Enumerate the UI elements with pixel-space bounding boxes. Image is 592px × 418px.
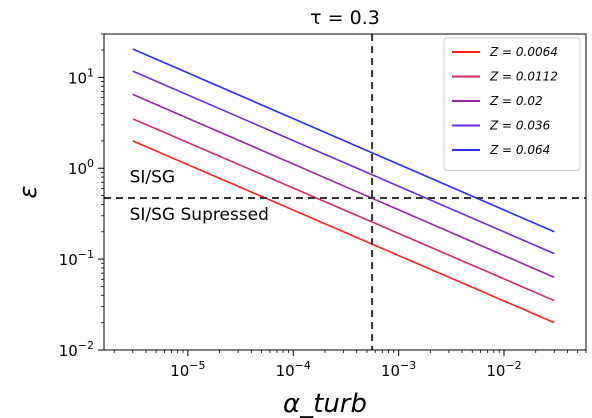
series-line-3 bbox=[132, 70, 555, 255]
chart-title: τ = 0.3 bbox=[310, 7, 380, 29]
x-tick-label: 10−2 bbox=[486, 359, 521, 380]
y-tick-exponent: 0 bbox=[87, 157, 94, 170]
legend-box bbox=[443, 37, 581, 171]
y-tick-exponent: 1 bbox=[87, 66, 94, 79]
reference-lines bbox=[104, 34, 586, 350]
x-tick-base: 10 bbox=[486, 362, 505, 380]
x-axis-label: α_turb bbox=[283, 389, 367, 418]
legend-label-4: Z = 0.064 bbox=[489, 143, 550, 157]
x-tick-label: 10−5 bbox=[170, 359, 205, 380]
axis-labels: α_turb ε bbox=[14, 185, 367, 418]
y-tick-base: 10 bbox=[68, 160, 87, 178]
x-tick-exponent: −4 bbox=[295, 359, 311, 372]
y-tick-base: 10 bbox=[68, 69, 87, 87]
series-line-2 bbox=[132, 93, 555, 279]
series-line-1 bbox=[132, 118, 555, 302]
x-tick-label: 10−4 bbox=[276, 359, 311, 380]
legend-label-3: Z = 0.036 bbox=[489, 119, 551, 133]
annotations: SI/SG SI/SG Supressed bbox=[130, 167, 269, 225]
y-tick-label: 101 bbox=[68, 66, 94, 87]
y-tick-label: 100 bbox=[68, 157, 94, 178]
y-tick-base: 10 bbox=[59, 342, 78, 360]
x-tick-base: 10 bbox=[170, 362, 189, 380]
legend-label-0: Z = 0.0064 bbox=[489, 45, 558, 59]
plot-frame bbox=[103, 33, 587, 351]
legend: Z = 0.0064 Z = 0.0112 Z = 0.02 Z = 0.036 Z =… bbox=[443, 37, 581, 171]
y-tick-exponent: −2 bbox=[78, 339, 94, 352]
y-tick-label: 10−2 bbox=[59, 339, 94, 360]
x-tick-exponent: −3 bbox=[400, 359, 416, 372]
annotation-0: SI/SG bbox=[130, 167, 176, 187]
legend-label-1: Z = 0.0112 bbox=[489, 70, 558, 84]
y-axis-label: ε bbox=[14, 185, 42, 198]
legend-label-2: Z = 0.02 bbox=[489, 94, 543, 108]
annotation-1: SI/SG Supressed bbox=[130, 205, 269, 225]
x-tick-exponent: −5 bbox=[189, 359, 205, 372]
x-tick-label: 10−3 bbox=[381, 359, 416, 380]
x-tick-base: 10 bbox=[276, 362, 295, 380]
y-tick-label: 10−1 bbox=[59, 248, 94, 269]
y-tick-base: 10 bbox=[59, 251, 78, 269]
x-tick-exponent: −2 bbox=[505, 359, 521, 372]
x-tick-base: 10 bbox=[381, 362, 400, 380]
y-tick-exponent: −1 bbox=[78, 248, 94, 261]
series-line-4 bbox=[132, 48, 555, 233]
plot-area bbox=[132, 48, 555, 324]
series-line-0 bbox=[132, 140, 555, 324]
